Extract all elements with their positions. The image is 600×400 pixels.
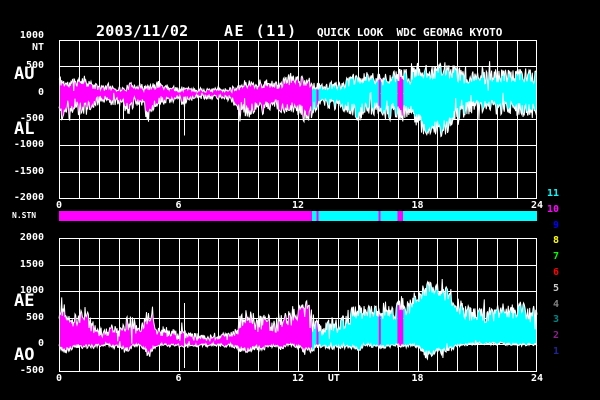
au-axis-label: AU [14, 64, 35, 84]
y-tick-label-top: -500 [19, 113, 44, 124]
data-gap-spikes [123, 96, 185, 136]
data-band [58, 278, 538, 361]
nstn-label: N.STN [12, 211, 37, 220]
y-tick-label-bottom: 2000 [19, 232, 44, 243]
y-tick-label-bottom: -500 [19, 365, 44, 376]
x-tick-label-bottom: 18 [411, 373, 424, 384]
station-number: 3 [552, 314, 559, 326]
x-tick-label-bottom: UT [327, 373, 340, 384]
station-number: 11 [546, 188, 559, 199]
y-axis-top-value: 1000 [19, 30, 44, 41]
panel-borders [59, 40, 537, 372]
x-tick-label-bottom: 0 [55, 373, 63, 384]
plot-subtitle: QUICK LOOK WDC GEOMAG KYOTO [317, 26, 503, 39]
y-tick-label-bottom: 1000 [19, 285, 44, 297]
x-tick-label-bottom: 12 [291, 373, 305, 384]
y-tick-label-bottom: 500 [25, 311, 44, 323]
station-number: 10 [546, 203, 559, 215]
station-number: 7 [552, 251, 559, 263]
plot-date: 2003/11/02 [96, 22, 189, 40]
x-tick-label-top: 0 [55, 200, 63, 211]
station-number: 1 [552, 346, 559, 357]
y-tick-label-top: 0 [37, 86, 44, 98]
x-tick-label-top: 18 [411, 200, 424, 211]
x-tick-label-bottom: 24 [530, 373, 544, 384]
x-tick-label-bottom: 6 [175, 373, 182, 384]
ao-axis-label: AO [14, 345, 35, 365]
ae-axis-label: AE [14, 291, 35, 311]
station-number: 4 [552, 298, 559, 310]
station-number: 2 [552, 330, 559, 342]
data-band [58, 61, 538, 138]
y-tick-label-top: -1000 [13, 139, 44, 151]
station-number: 5 [552, 282, 559, 294]
nstn-bar [59, 211, 537, 221]
station-number: 9 [552, 219, 559, 231]
station-number: 6 [552, 267, 559, 278]
al-axis-label: AL [14, 119, 35, 139]
x-tick-label-top: 12 [291, 200, 305, 211]
y-tick-label-bottom: 1500 [19, 258, 44, 270]
x-tick-label-top: 24 [530, 200, 544, 211]
y-tick-label-bottom: 0 [37, 338, 44, 350]
x-tick-label-top: 6 [175, 200, 182, 211]
y-axis-unit: NT [31, 42, 44, 53]
station-number: 8 [552, 235, 559, 247]
plot-title: AE (11) [224, 22, 298, 40]
y-tick-label-top: -1500 [13, 165, 44, 177]
y-tick-label-top: 500 [25, 60, 44, 72]
y-tick-label-top: -2000 [13, 192, 44, 203]
